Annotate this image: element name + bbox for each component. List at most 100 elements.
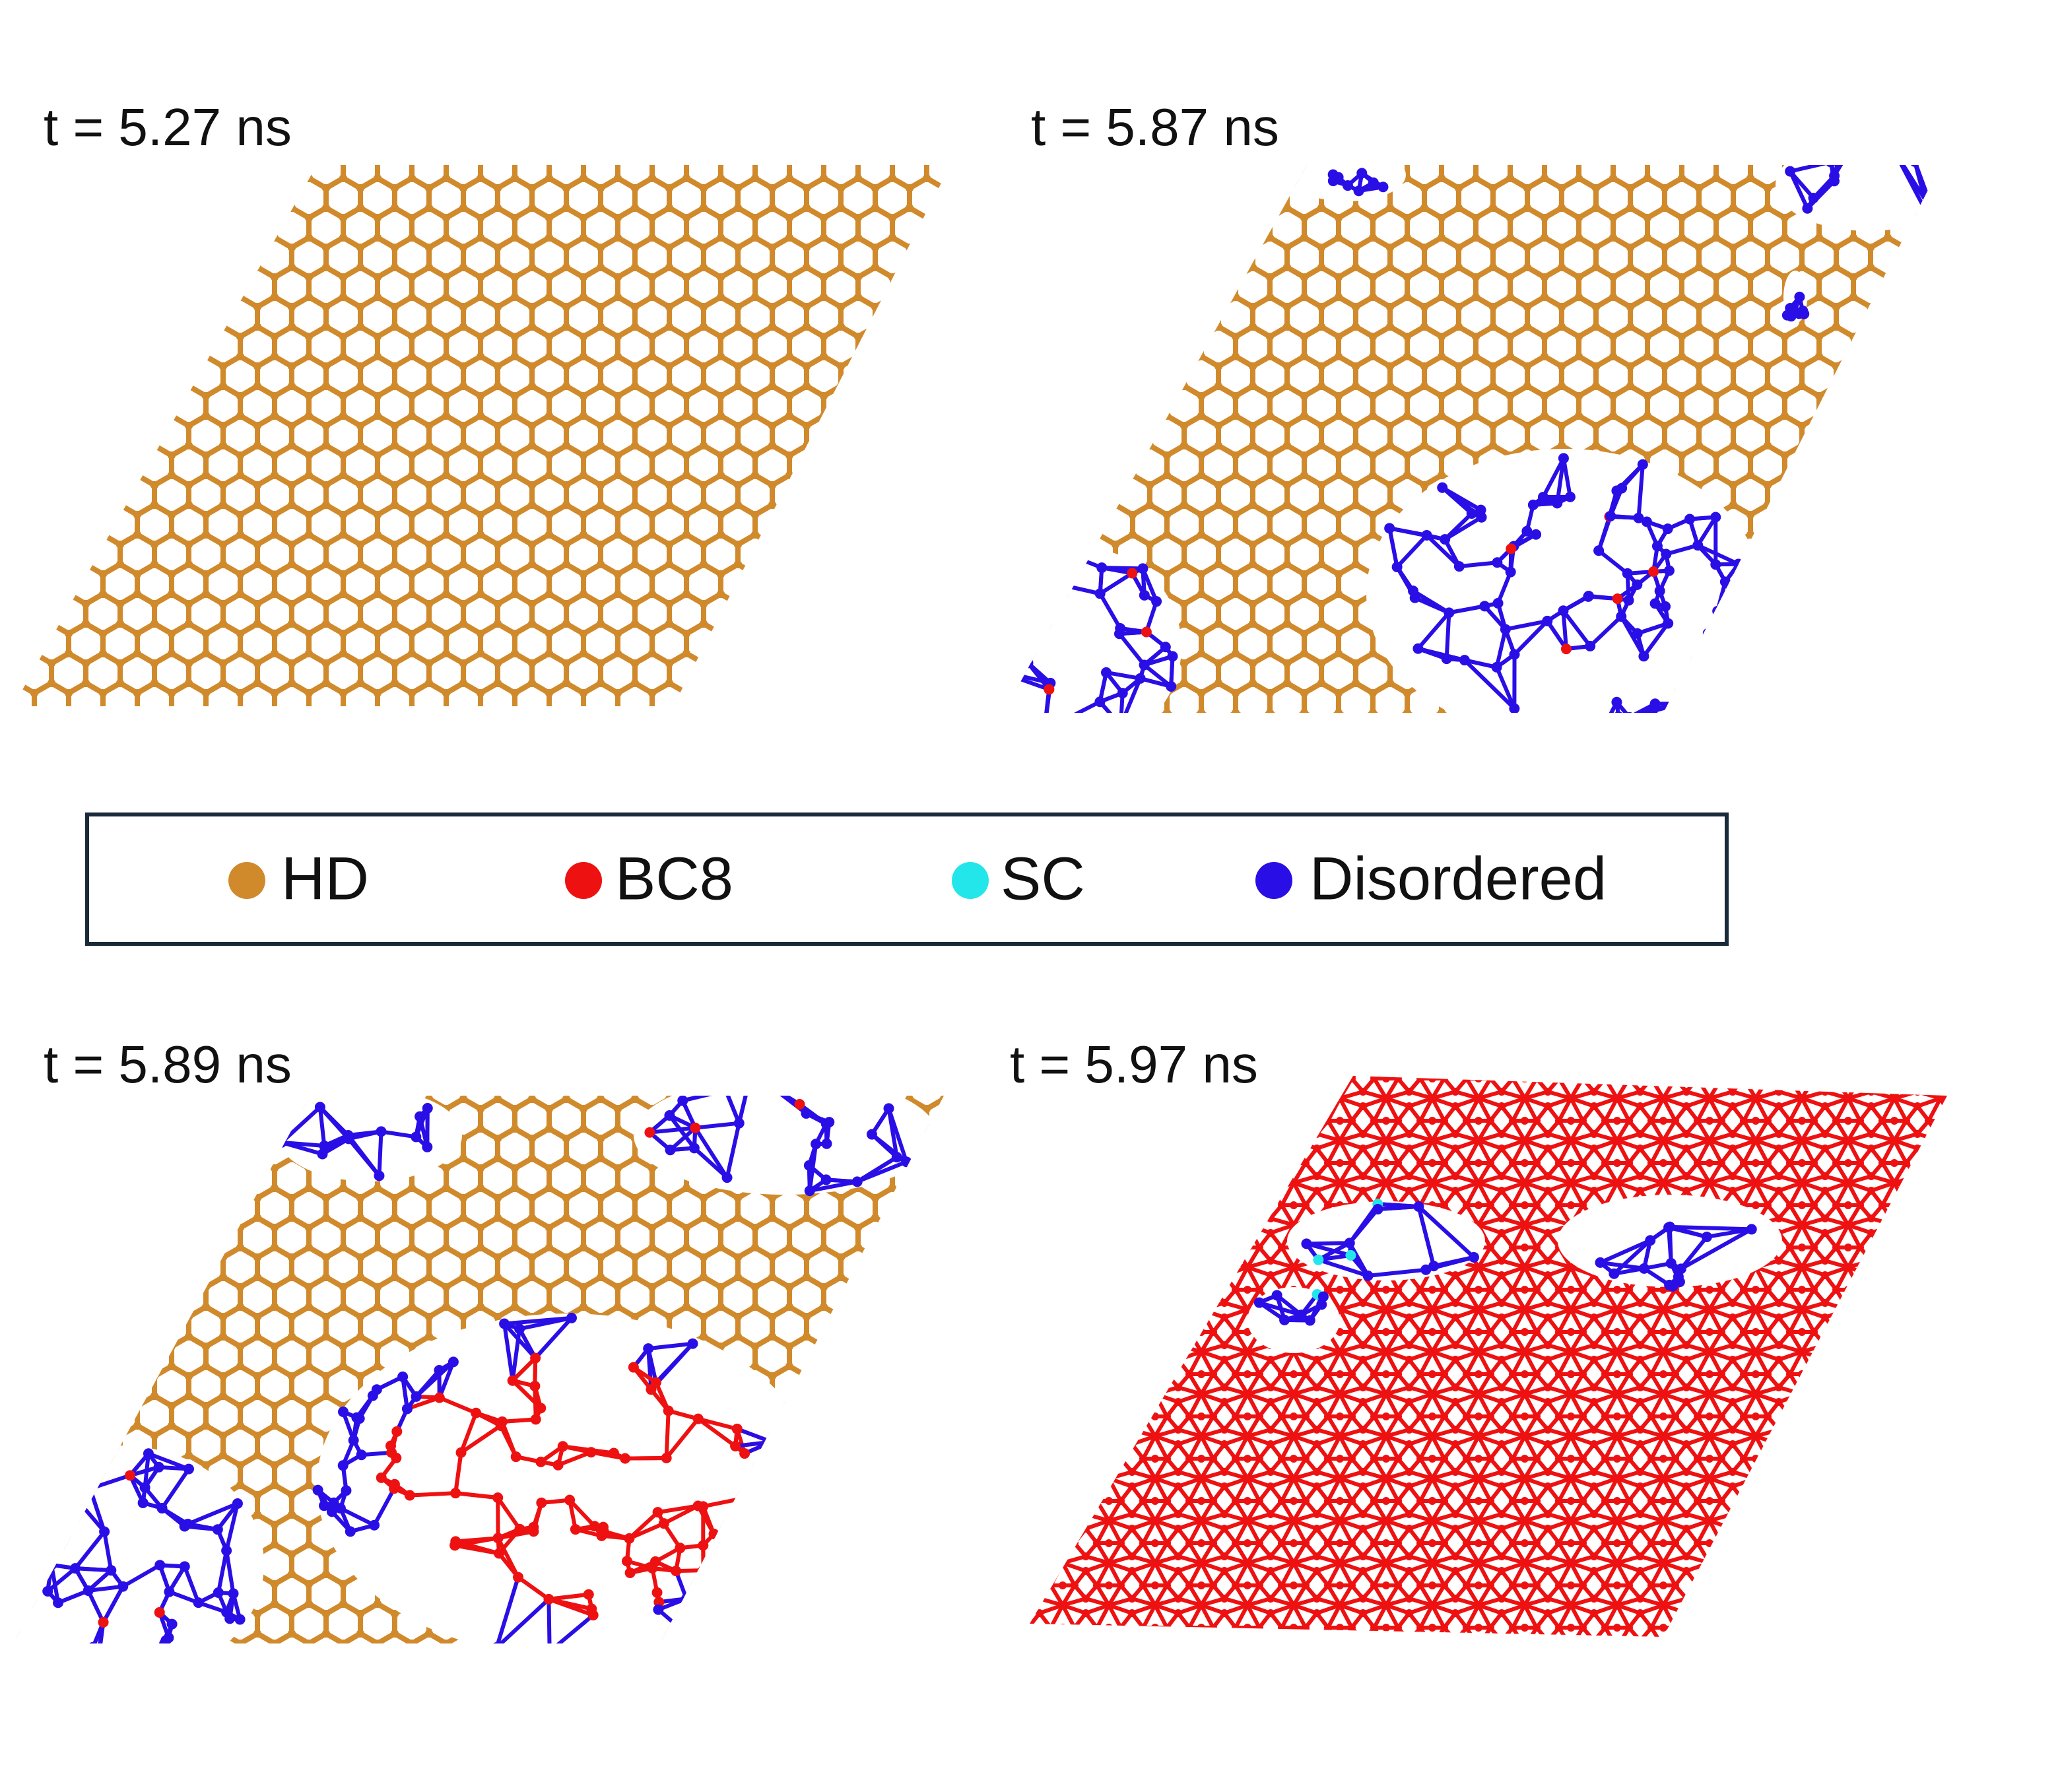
atom — [1362, 1270, 1374, 1281]
atom — [1583, 590, 1594, 601]
atom — [793, 1537, 804, 1548]
bond — [1042, 689, 1051, 713]
atom — [1684, 514, 1696, 525]
bond — [517, 1576, 550, 1601]
bond — [1017, 583, 1062, 592]
atom — [1101, 667, 1112, 678]
atom — [1440, 534, 1451, 545]
bond — [761, 1542, 777, 1562]
panel: t = 5.87 ns — [1003, 98, 1941, 723]
atom — [1558, 453, 1569, 464]
disordered-regions — [1247, 1195, 1782, 1353]
bond — [785, 1541, 797, 1552]
atom — [1622, 568, 1633, 579]
bond — [628, 1521, 665, 1541]
atom — [1368, 177, 1379, 188]
atom — [1353, 185, 1364, 197]
bond — [1667, 1227, 1673, 1264]
bond — [1145, 601, 1158, 633]
atom — [1141, 626, 1152, 638]
atom — [1639, 1263, 1650, 1274]
atom — [1056, 580, 1067, 591]
bond — [496, 1647, 549, 1651]
bond — [1597, 515, 1612, 552]
bond — [511, 1379, 543, 1410]
bond — [1788, 170, 1810, 210]
panel: t = 5.27 ns — [13, 98, 950, 706]
atom — [804, 1185, 815, 1197]
atom — [1593, 545, 1605, 556]
bond — [1017, 587, 1034, 594]
region-blank — [1776, 165, 1941, 231]
bond — [93, 1647, 97, 1669]
atom — [1468, 1251, 1479, 1263]
bond — [1448, 604, 1485, 615]
bond — [1668, 1225, 1708, 1239]
bond — [1416, 611, 1451, 650]
atom — [0, 1574, 3, 1585]
atom — [682, 1629, 693, 1640]
bond — [533, 1316, 574, 1360]
atom — [317, 1148, 328, 1160]
atom — [341, 1485, 352, 1496]
bond — [697, 1417, 737, 1448]
atom — [564, 1494, 576, 1506]
bond — [774, 1556, 781, 1563]
bond — [1395, 533, 1428, 569]
bond — [748, 1086, 773, 1087]
bond — [1606, 717, 1618, 723]
bond — [496, 1537, 520, 1578]
bond — [1561, 611, 1568, 649]
atom — [1789, 307, 1800, 318]
atom — [1649, 598, 1661, 609]
panels: t = 5.27 ns t = 5.87 ns t = 5.89 ns t = 5.9… — [0, 98, 1947, 1669]
atom — [183, 1463, 194, 1475]
atom — [404, 1490, 415, 1501]
atom — [1888, 145, 1899, 156]
atom — [338, 1406, 349, 1417]
atom — [589, 1521, 600, 1532]
atom — [543, 1593, 554, 1605]
legend-label: SC — [1001, 845, 1085, 912]
atom — [1623, 595, 1634, 606]
bond — [773, 1549, 789, 1562]
bond — [401, 1376, 409, 1409]
bond — [1831, 157, 1840, 162]
bond — [372, 1487, 396, 1527]
atom — [650, 1377, 661, 1388]
bond — [35, 1493, 75, 1533]
bond — [1831, 157, 1840, 162]
bond — [1725, 644, 1733, 651]
bond — [438, 1361, 455, 1399]
atom — [98, 1616, 109, 1628]
atom — [1710, 512, 1721, 523]
bond — [657, 1504, 699, 1515]
atom — [644, 1127, 655, 1138]
bond — [1141, 568, 1158, 603]
atom — [1638, 651, 1649, 662]
bond — [415, 1369, 441, 1398]
atom — [1726, 643, 1737, 654]
atom — [1301, 1238, 1312, 1249]
atom — [552, 1459, 564, 1471]
atom — [1612, 593, 1623, 605]
atom — [1624, 712, 1635, 713]
atom — [731, 1423, 743, 1434]
atom — [356, 1449, 367, 1461]
atom — [1344, 1238, 1355, 1249]
atom — [620, 1453, 631, 1464]
bond — [1031, 550, 1064, 593]
atom — [343, 1129, 354, 1141]
bond — [1545, 620, 1568, 650]
bond — [772, 1550, 789, 1578]
atom — [1500, 624, 1511, 635]
atom — [1012, 584, 1023, 595]
bond — [1562, 609, 1592, 647]
bond — [216, 1502, 240, 1531]
atom — [1413, 1201, 1424, 1212]
atom — [698, 1540, 709, 1551]
atom — [758, 1538, 769, 1549]
bond — [665, 1417, 700, 1459]
bond — [75, 1566, 112, 1573]
atom — [767, 1082, 778, 1093]
